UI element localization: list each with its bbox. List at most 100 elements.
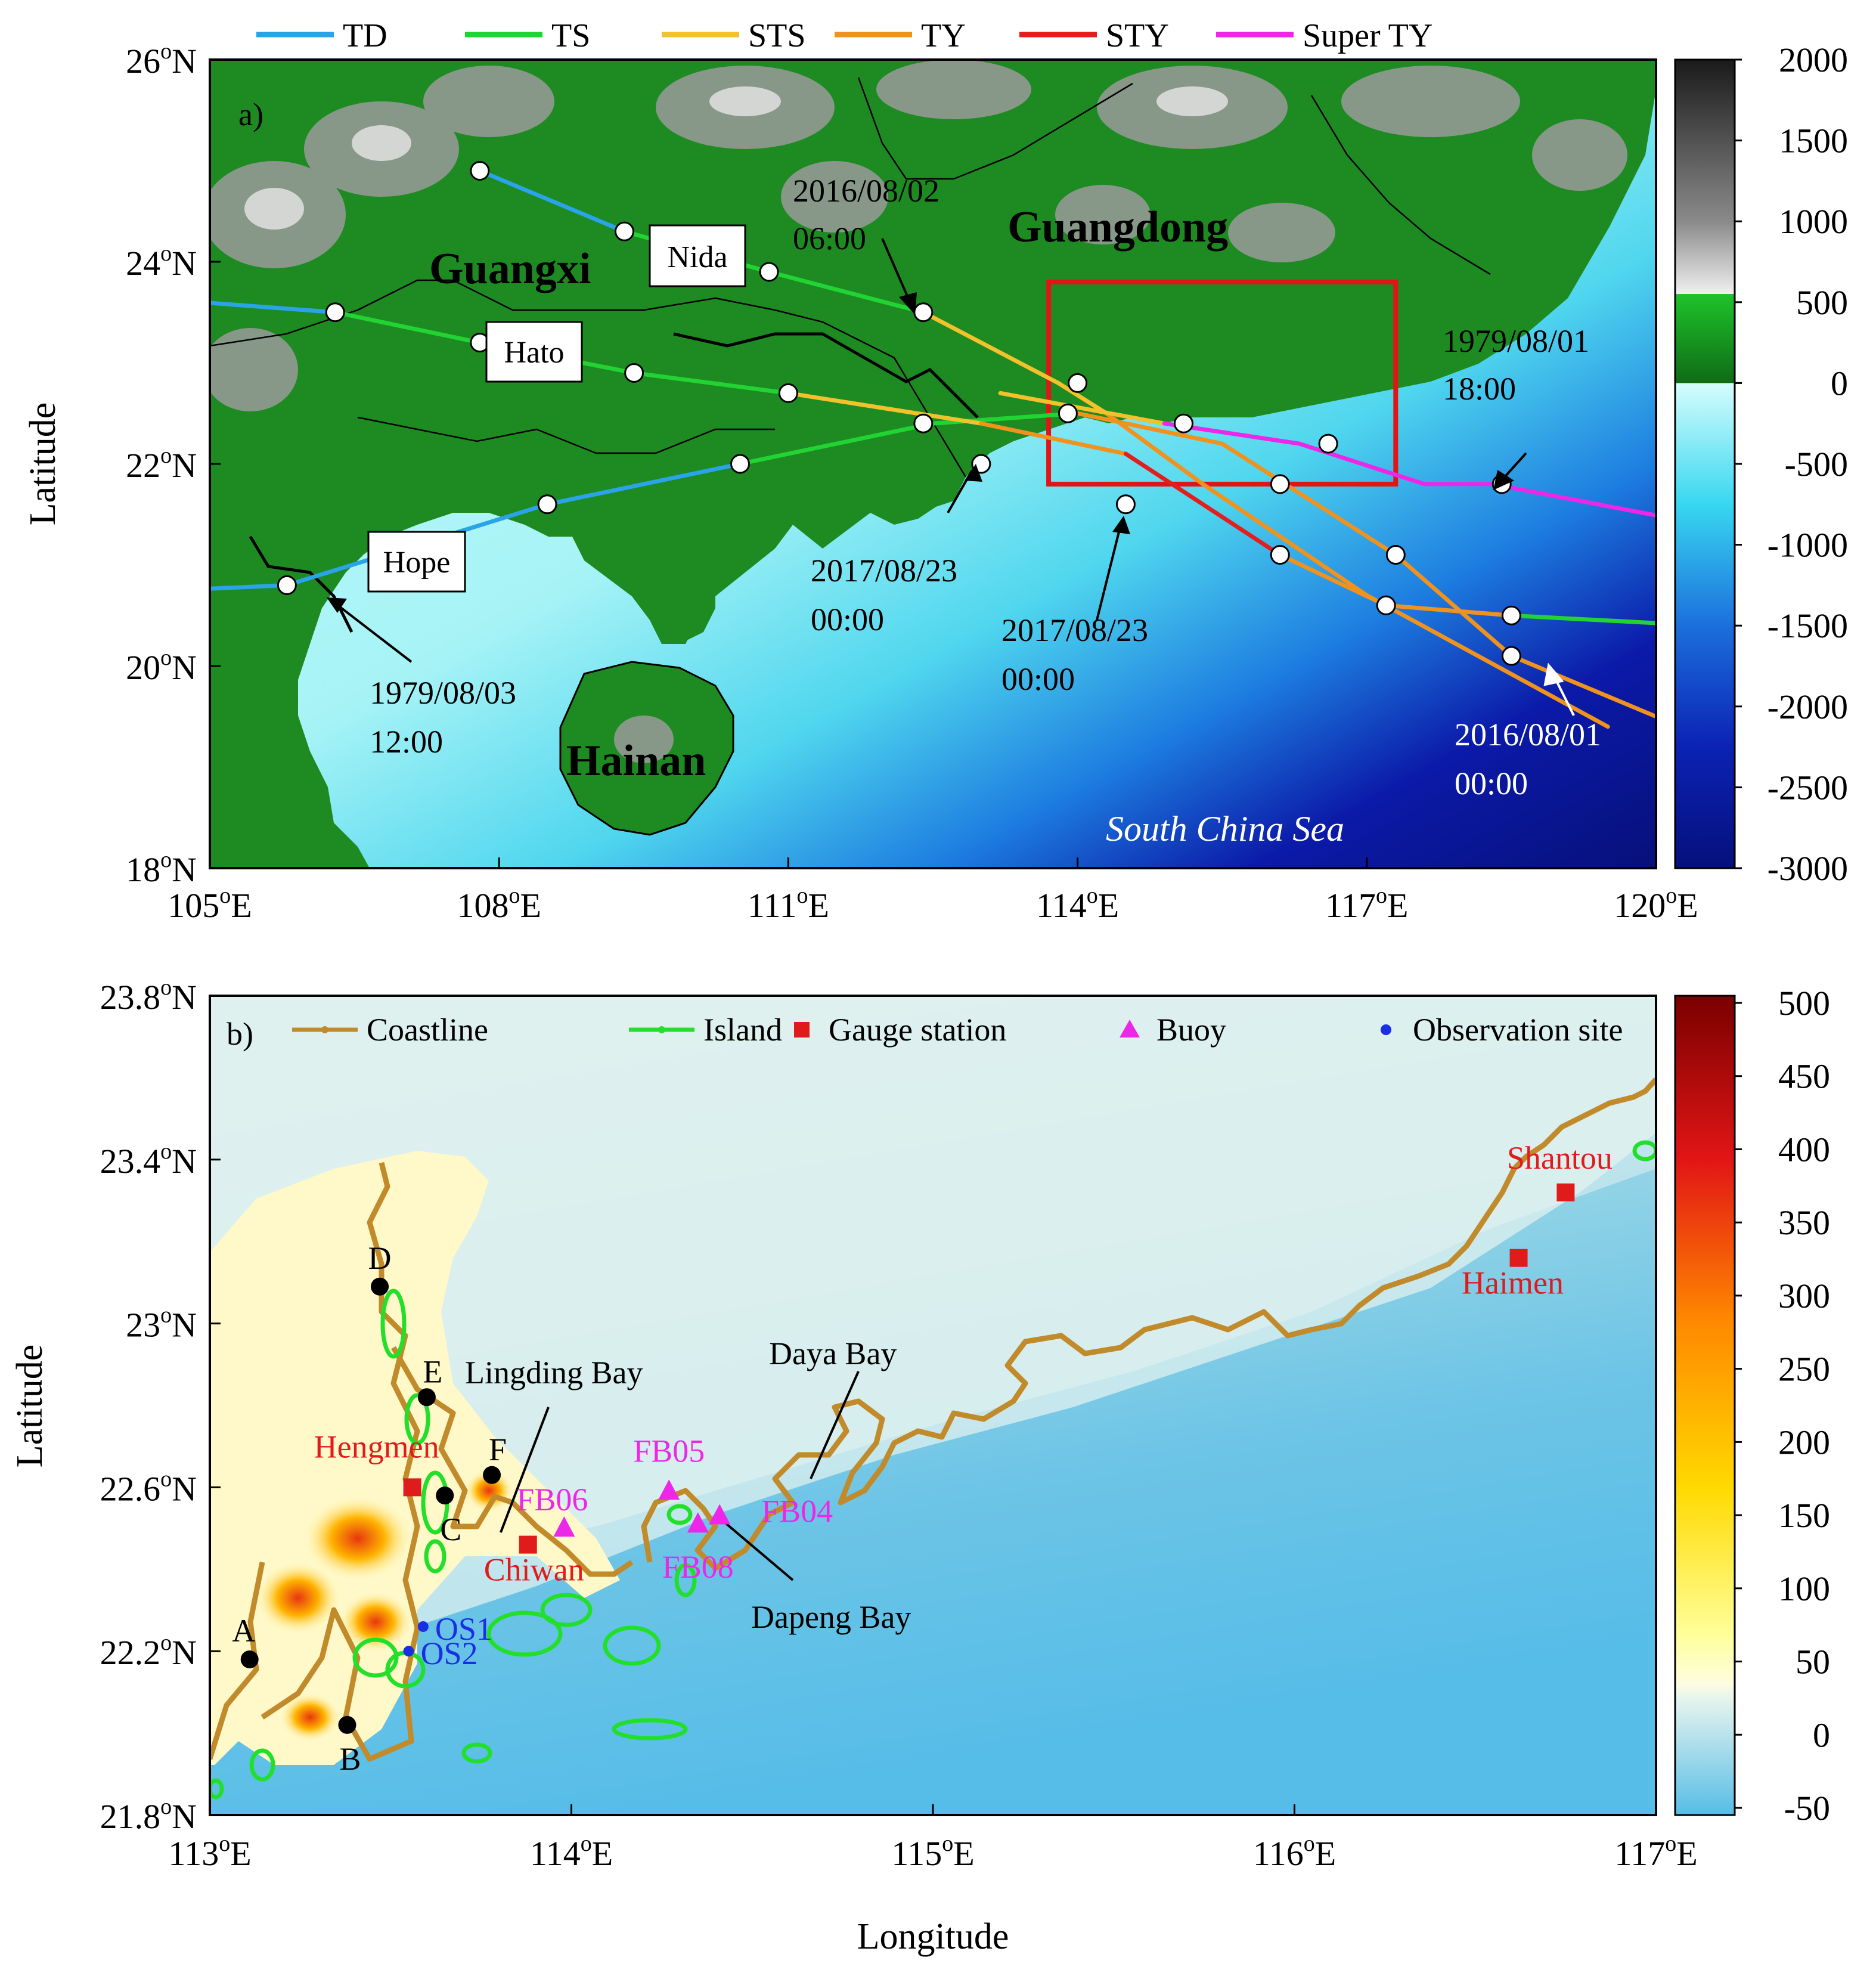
track-point	[1270, 545, 1290, 565]
buoy-marker	[658, 1479, 680, 1500]
annotation: 06:00	[793, 221, 866, 256]
y-axis-label: Latitude	[23, 402, 63, 526]
buoy-marker	[687, 1512, 709, 1533]
gauge-station-label: Chiwan	[484, 1552, 584, 1588]
bay-label: Lingding Bay	[465, 1355, 643, 1390]
track-point	[325, 302, 345, 323]
province-label: Guangdong	[1007, 203, 1228, 252]
track-segment	[767, 270, 926, 315]
storm-name-boxes: Nida Hato Hope	[367, 224, 746, 593]
panel-b-axes: 113oE 114oE 115oE 116oE 117oE 23.8oN 23.4oN 23o…	[100, 975, 1698, 1873]
colorbar-tick-label: -500	[1785, 445, 1848, 484]
track-point	[1174, 413, 1194, 433]
track-segment	[1509, 613, 1656, 625]
sea-label: South China Sea	[1106, 809, 1344, 848]
reference-point	[417, 1388, 436, 1407]
gauge-station-marker	[519, 1535, 537, 1554]
x-tick-label: 117oE	[1325, 883, 1408, 925]
legend-label: TS	[551, 17, 590, 54]
colorbar-tick-label: 150	[1778, 1496, 1830, 1535]
legend-label: Buoy	[1156, 1012, 1226, 1048]
reference-point	[371, 1277, 389, 1296]
province-label: Guangxi	[429, 244, 591, 293]
colorbar-tick-label: 500	[1796, 283, 1848, 322]
track-segment	[545, 462, 743, 507]
legend-marker	[658, 1026, 665, 1033]
colorbar-b	[1674, 995, 1736, 1816]
boundary	[673, 332, 979, 419]
y-tick-label: 21.8oN	[100, 1794, 197, 1836]
track-segment	[1220, 441, 1398, 558]
arrowheads	[327, 292, 1514, 613]
colorbar-tick-label: 300	[1778, 1277, 1830, 1315]
x-tick-label: 113oE	[168, 1831, 251, 1873]
legend-label: Island	[703, 1012, 782, 1048]
buoy-marker	[553, 1516, 575, 1537]
reference-point-label: E	[423, 1354, 442, 1389]
panel-b-map: HengmenChiwanShantouHaimenFB06FB05FB04FB…	[210, 996, 1656, 1815]
track-point	[1385, 545, 1406, 565]
annotation: 1979/08/01	[1443, 323, 1589, 359]
y-axis-label: Latitude	[10, 1345, 50, 1468]
reference-point-label: F	[489, 1432, 507, 1467]
colorbar-tick-label: 0	[1813, 1715, 1830, 1754]
y-tick-label: 26oN	[126, 39, 197, 80]
buoy-label: FB05	[633, 1433, 705, 1469]
annotation: 2016/08/02	[793, 173, 939, 209]
x-tick-label: 105oE	[168, 883, 252, 925]
reference-point	[436, 1486, 454, 1505]
track-point	[730, 454, 751, 474]
colorbar-tick-label: 100	[1778, 1569, 1830, 1608]
y-tick-label: 23.8oN	[100, 975, 197, 1017]
track-segment	[1490, 482, 1656, 518]
panel-a-label: a)	[238, 97, 263, 132]
buoy-label: FB04	[761, 1493, 833, 1529]
y-tick-label: 22.6oN	[100, 1466, 197, 1508]
track-point	[1376, 595, 1396, 615]
leizhou-peninsula	[653, 513, 715, 644]
legend-label: STS	[748, 17, 806, 54]
y-tick-label: 22.2oN	[100, 1630, 197, 1672]
track-segment	[979, 421, 1128, 456]
track-point	[1501, 646, 1521, 666]
track-segment	[786, 391, 984, 426]
track-segment	[1056, 380, 1109, 416]
panel-a: TD TS STS TY STY Super TY	[23, 17, 1848, 925]
annotation: 2016/08/01	[1455, 717, 1601, 752]
legend-label: Coastline	[367, 1012, 488, 1048]
track-segment	[210, 583, 289, 591]
track-segment	[1104, 411, 1205, 487]
track-point	[913, 413, 934, 433]
y-tick-label: 18oN	[126, 847, 197, 889]
colorbar-a	[1674, 58, 1736, 869]
x-tick-label: 117oE	[1614, 1831, 1697, 1873]
track-segment	[1297, 441, 1427, 487]
legend-marker	[794, 1022, 810, 1037]
track-point	[1068, 373, 1088, 393]
track-segment	[1123, 451, 1282, 558]
annotation: 00:00	[1455, 766, 1528, 801]
observation-site-marker	[417, 1621, 429, 1632]
panel-a-map: Guangxi Guangdong Hainan South China Sea…	[210, 60, 1656, 868]
panel-b-features: HengmenChiwanShantouHaimenFB06FB05FB04FB…	[232, 1140, 1613, 1777]
x-axis-label: Longitude	[857, 1916, 1009, 1957]
x-tick-label: 116oE	[1253, 1831, 1336, 1873]
track-point	[277, 575, 297, 595]
track-segment	[1201, 482, 1369, 597]
colorbar-tick-label: 50	[1796, 1643, 1830, 1681]
elevation-hotspots	[256, 1470, 513, 1741]
track-point	[1058, 403, 1078, 423]
bay-label: Daya Bay	[769, 1336, 897, 1371]
track-point	[1270, 474, 1290, 494]
bay-labels: Lingding Bay Daya Bay Dapeng Bay	[465, 1336, 911, 1635]
x-tick-label: 120oE	[1614, 883, 1698, 925]
track-point	[913, 302, 934, 323]
time-annotations: 2016/08/02 06:00 1979/08/01 18:00 2017/0…	[370, 173, 1601, 801]
bay-label: Dapeng Bay	[751, 1599, 911, 1635]
buoy-label: FB06	[516, 1482, 588, 1517]
x-tick-label: 108oE	[457, 883, 541, 925]
y-tick-label: 23oN	[126, 1303, 197, 1345]
colorbar-tick-label: 250	[1778, 1350, 1830, 1389]
colorbar-tick-label: -2500	[1768, 768, 1848, 807]
panel-b: HengmenChiwanShantouHaimenFB06FB05FB04FB…	[10, 975, 1830, 1957]
